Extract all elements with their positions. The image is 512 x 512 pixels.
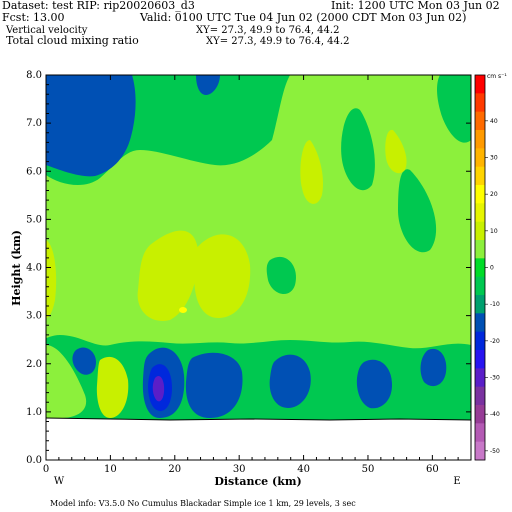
blue-low-left <box>72 347 96 375</box>
colorbar-swatch <box>475 441 485 461</box>
field2-label: Total cloud mixing ratio <box>6 34 139 47</box>
colorbar-tick-label: -30 <box>490 375 500 382</box>
y-axis: 0.0 1.0 2.0 3.0 4.0 5.0 6.0 7.0 8.0 <box>26 70 471 466</box>
x-tick-label: 40 <box>297 464 310 475</box>
blue-low-5 <box>356 359 392 409</box>
colorbar-swatch <box>475 276 485 296</box>
colorbar-swatch <box>475 130 485 149</box>
model-info: Model info: V3.5.0 No Cumulus Blackadar … <box>50 499 356 508</box>
colorbar-tick-label: 20 <box>490 191 498 198</box>
x-tick-label: 20 <box>168 464 181 475</box>
colorbar-swatch <box>475 93 485 113</box>
y-tick-label: 6.0 <box>26 166 42 177</box>
xy2-label: XY= 27.3, 49.9 to 76.4, 44.2 <box>206 36 349 47</box>
colorbar-swatch <box>475 75 485 94</box>
colorbar-tick-label: 0 <box>490 265 494 272</box>
colorbar-swatch <box>475 386 485 406</box>
xy1-label: XY= 27.3, 49.9 to 76.4, 44.2 <box>196 25 339 36</box>
x-tick-label: 0 <box>43 464 49 475</box>
colorbar-swatch <box>475 405 485 424</box>
blue-low-6 <box>420 348 447 387</box>
y-tick-label: 3.0 <box>26 311 42 322</box>
colorbar-swatch <box>475 423 485 443</box>
colorbar-swatch <box>475 331 485 351</box>
y-tick-label: 0.0 <box>26 455 42 466</box>
colorbar-tick-label: 40 <box>490 118 498 125</box>
colorbar-swatch <box>475 166 485 186</box>
y-tick-label: 4.0 <box>26 263 42 274</box>
colorbar-swatch <box>475 350 485 369</box>
init-label: Init: 1200 UTC Mon 03 Jun 02 <box>331 0 500 12</box>
y-axis-label: Height (km) <box>10 230 23 306</box>
x-tick-label: 30 <box>233 464 246 475</box>
colorbar-tick-label: -40 <box>490 411 500 418</box>
colorbar-swatch <box>475 148 485 168</box>
yellow-spot <box>179 307 187 313</box>
colorbar-swatch <box>475 258 485 278</box>
yellow-green-low <box>96 356 129 418</box>
colorbar-tick-label: 30 <box>490 155 498 162</box>
colorbar-swatch <box>475 368 485 388</box>
green-pocket-1 <box>341 108 375 191</box>
x-end-label-right: E <box>453 476 460 487</box>
y-tick-label: 1.0 <box>26 407 42 418</box>
colorbar-swatch <box>475 203 485 223</box>
colorbar-swatch <box>475 295 485 314</box>
green-pocket-3 <box>437 75 471 143</box>
y-tick-label: 8.0 <box>26 70 42 81</box>
x-tick-label: 60 <box>426 464 439 475</box>
fcst-label: Fcst: 13.00 <box>2 11 65 24</box>
yellow-green-center <box>137 230 199 321</box>
purple-core <box>152 375 165 402</box>
colorbar-tick-label: -20 <box>490 338 500 345</box>
valid-label: Valid: 0100 UTC Tue 04 Jun 02 (2000 CDT … <box>139 11 466 24</box>
colorbar-tick-label: -10 <box>490 301 500 308</box>
field1-label: Vertical velocity <box>5 25 88 36</box>
y-tick-label: 7.0 <box>26 118 42 129</box>
x-tick-label: 10 <box>104 464 117 475</box>
colorbar-swatch <box>475 185 485 204</box>
colorbar-tick-label: 10 <box>490 228 498 235</box>
colorbar-swatch <box>475 221 485 241</box>
blue-low-3 <box>185 352 243 418</box>
yellow-green-center2 <box>194 234 251 318</box>
blue-top-small <box>196 75 220 95</box>
blue-low-4 <box>269 354 311 408</box>
x-tick-label: 50 <box>362 464 375 475</box>
colorbar-tick-label: -50 <box>490 448 500 455</box>
yellow-green-right1 <box>300 140 324 204</box>
colorbar-swatch <box>475 240 485 259</box>
y-tick-label: 2.0 <box>26 359 42 370</box>
contour-field <box>46 75 471 460</box>
green-pocket-2 <box>398 169 437 253</box>
x-end-label-left: W <box>54 476 65 487</box>
colorbar-swatch <box>475 111 485 131</box>
dataset-label: Dataset: test RIP: rip20020603_d3 <box>2 0 195 12</box>
colorbar-units: cm s⁻¹ <box>487 73 507 80</box>
yellow-green-left <box>46 240 57 318</box>
x-axis: 0 10 20 30 40 50 60 <box>43 75 459 475</box>
green-pocket-4 <box>266 256 296 295</box>
light-green-lower-lobe <box>46 345 87 418</box>
colorbar: 40 30 20 10 0 -10 -20 -30 -40 -50 <box>474 74 500 461</box>
yellow-green-right2 <box>385 129 407 174</box>
colorbar-swatch <box>475 313 485 333</box>
terrain-ground <box>46 418 471 460</box>
x-axis-label: Distance (km) <box>214 475 301 488</box>
terrain-line <box>46 417 471 421</box>
y-tick-label: 5.0 <box>26 214 42 225</box>
blue-upper-left <box>46 75 136 177</box>
